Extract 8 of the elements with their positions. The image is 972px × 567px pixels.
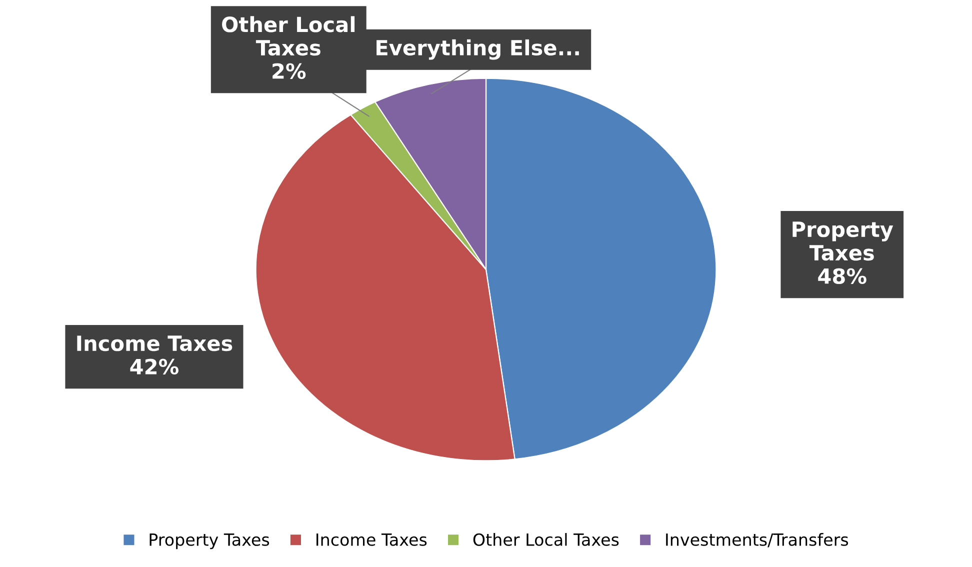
legend-label: Property Taxes: [150, 534, 270, 550]
legend-label: Investments/Transfers: [666, 533, 848, 548]
data-label: Income Taxes 42%: [77, 336, 232, 374]
legend-label: Other Local Taxes: [473, 533, 619, 546]
data-label: Property Taxes 48%: [792, 222, 894, 284]
legend-label: Income Taxes: [316, 534, 427, 546]
data-label: Everything Else...: [376, 39, 579, 60]
data-label: Other Local Taxes 2%: [222, 16, 355, 79]
